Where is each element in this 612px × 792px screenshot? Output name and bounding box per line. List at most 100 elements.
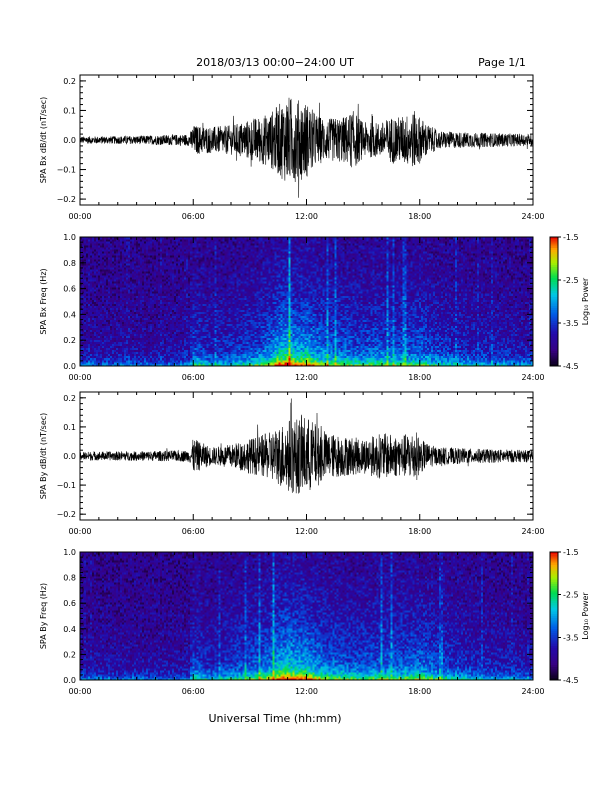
spectrogram-cell: [200, 291, 203, 294]
spectrogram-cell: [82, 305, 85, 308]
spectrogram-cell: [194, 353, 197, 357]
spectrogram-cell: [230, 357, 233, 361]
spectrogram-cell: [212, 309, 215, 312]
spectrogram-cell: [116, 319, 119, 322]
spectrogram-cell: [200, 329, 203, 333]
spectrogram-cell: [188, 331, 191, 335]
spectrogram-cell: [84, 277, 87, 280]
spectrogram-cell: [84, 263, 87, 266]
spectrogram-cell: [116, 285, 119, 288]
spectrogram-cell: [218, 347, 221, 351]
spectrogram-cell: [124, 325, 127, 329]
spectrogram-cell: [172, 305, 175, 308]
spectrogram-cell: [182, 311, 185, 314]
spectrogram-cell: [80, 299, 83, 302]
spectrogram-cell: [156, 239, 159, 242]
spectrogram-cell: [146, 325, 149, 329]
spectrogram-cell: [228, 301, 231, 304]
y-tick-label: 0.0: [63, 136, 76, 145]
spectrogram-cell: [192, 357, 195, 361]
spectrogram-cell: [200, 363, 203, 367]
spectrogram-cell: [132, 283, 135, 286]
spectrogram-cell: [156, 247, 159, 250]
spectrogram-cell: [130, 345, 133, 349]
spectrogram-cell: [88, 281, 91, 284]
spectrogram-cell: [220, 325, 223, 329]
spectrogram-cell: [102, 263, 105, 266]
spectrogram-cell: [170, 243, 173, 246]
spectrogram-cell: [146, 317, 149, 320]
spectrogram-cell: [84, 259, 87, 262]
spectrogram-cell: [172, 293, 175, 296]
spectrogram-cell: [176, 341, 179, 345]
spectrogram-cell: [152, 249, 155, 252]
spectrogram-cell: [86, 345, 89, 349]
spectrogram-cell: [132, 345, 135, 349]
spectrogram-cell: [188, 275, 191, 278]
spectrogram-cell: [154, 289, 157, 292]
spectrogram-cell: [168, 289, 171, 292]
spectrogram-cell: [88, 295, 91, 298]
spectrogram-cell: [100, 255, 103, 258]
spectrogram-cell: [166, 359, 169, 363]
spectrogram-cell: [150, 243, 153, 246]
spectrogram-cell: [208, 331, 211, 335]
spectrogram-cell: [136, 245, 139, 248]
spectrogram-cell: [184, 243, 187, 246]
spectrogram-cell: [188, 251, 191, 254]
spectrogram-cell: [106, 253, 109, 256]
spectrogram-cell: [128, 251, 131, 254]
spectrogram-cell: [180, 353, 183, 357]
spectrogram-cell: [198, 247, 201, 250]
spectrogram-cell: [164, 311, 167, 314]
spectrogram-cell: [120, 353, 123, 357]
spectrogram-cell: [230, 277, 233, 280]
spectrogram-cell: [176, 263, 179, 266]
spectrogram-cell: [116, 267, 119, 270]
spectrogram-cell: [148, 269, 151, 272]
spectrogram-cell: [216, 269, 219, 272]
spectrogram-cell: [80, 303, 83, 306]
spectrogram-cell: [92, 359, 95, 363]
spectrogram-cell: [228, 329, 231, 333]
spectrogram-cell: [170, 313, 173, 316]
spectrogram-cell: [90, 323, 93, 326]
spectrogram-cell: [128, 329, 131, 333]
spectrogram-cell: [184, 259, 187, 262]
spectrogram-cell: [92, 341, 95, 345]
spectrogram-cell: [136, 355, 139, 359]
spectrogram-cell: [126, 263, 129, 266]
spectrogram-cell: [94, 275, 97, 278]
spectrogram-cell: [114, 289, 117, 292]
spectrogram-cell: [112, 251, 115, 254]
spectrogram-cell: [174, 347, 177, 351]
spectrogram-cell: [88, 283, 91, 286]
spectrogram-cell: [128, 353, 131, 357]
spectrogram-cell: [212, 253, 215, 256]
spectrogram-cell: [188, 295, 191, 298]
spectrogram-cell: [180, 349, 183, 353]
spectrogram-cell: [194, 285, 197, 288]
spectrogram-cell: [154, 261, 157, 264]
spectrogram-cell: [100, 271, 103, 274]
spectrogram-cell: [196, 359, 199, 363]
spectrogram-cell: [172, 283, 175, 286]
spectrogram-cell: [100, 295, 103, 298]
spectrogram-cell: [134, 321, 137, 324]
spectrogram-cell: [196, 257, 199, 260]
spectrogram-cell: [172, 303, 175, 306]
spectrogram-cell: [184, 315, 187, 318]
spectrogram-cell: [216, 359, 219, 363]
spectrogram-cell: [190, 279, 193, 282]
spectrogram-cell: [202, 245, 205, 248]
spectrogram-cell: [144, 245, 147, 248]
spectrogram-cell: [104, 323, 107, 326]
spectrogram-cell: [92, 249, 95, 252]
spectrogram-cell: [198, 327, 201, 331]
spectrogram-cell: [88, 359, 91, 363]
spectrogram-cell: [196, 261, 199, 264]
spectrogram-cell: [158, 289, 161, 292]
spectrogram-cell: [108, 339, 111, 343]
spectrogram-cell: [222, 253, 225, 256]
spectrogram-cell: [180, 363, 183, 367]
